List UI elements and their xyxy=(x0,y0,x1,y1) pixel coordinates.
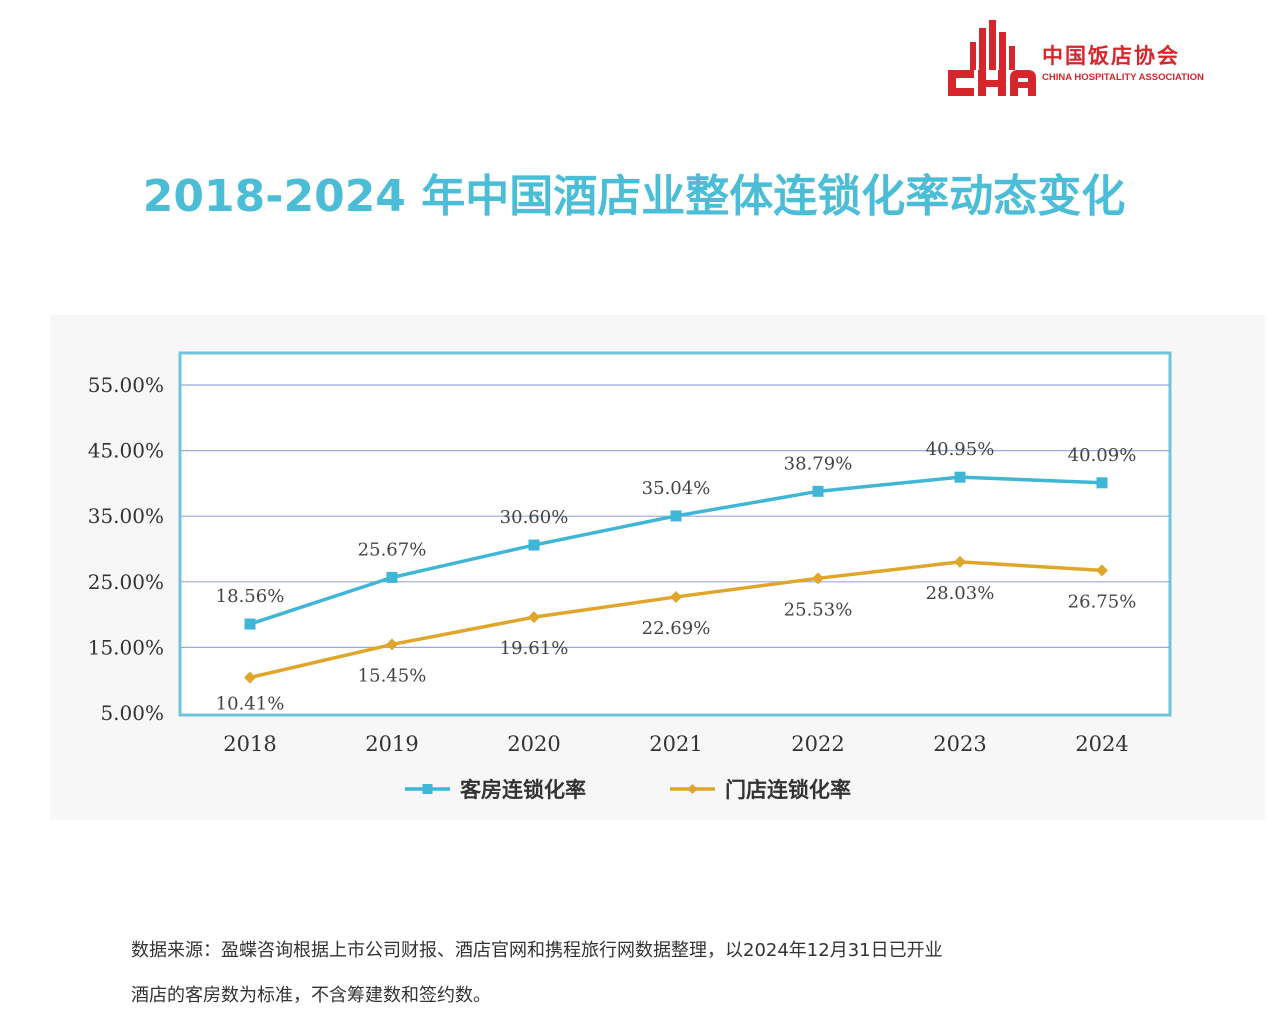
x-tick-label: 2023 xyxy=(933,732,986,756)
source-note-line-1: 数据来源：盈蝶咨询根据上市公司财报、酒店官网和携程旅行网数据整理，以2024年1… xyxy=(131,940,943,961)
y-tick-label: 15.00% xyxy=(88,635,164,659)
logo-english-name: CHINA HOSPITALITY ASSOCIATION xyxy=(1042,72,1204,83)
data-label: 25.53% xyxy=(784,599,853,620)
x-tick-label: 2024 xyxy=(1075,732,1128,756)
data-label: 15.45% xyxy=(358,665,427,686)
x-tick-label: 2021 xyxy=(649,732,702,756)
logo-chinese-name: 中国饭店协会 xyxy=(1042,43,1180,68)
data-point-marker xyxy=(528,611,540,624)
data-label: 18.56% xyxy=(216,586,285,607)
line-chart: 5.00% 15.00% 25.00% 35.00% 45.00% 55.00% 2018 2… xyxy=(50,315,1265,820)
legend-swatch-marker xyxy=(687,784,698,794)
y-tick-label: 5.00% xyxy=(100,701,164,725)
cha-logo-mark-icon xyxy=(948,20,1036,96)
x-tick-label: 2019 xyxy=(365,732,418,756)
data-point-marker xyxy=(386,638,398,651)
y-tick-label: 45.00% xyxy=(88,439,164,463)
data-point-marker xyxy=(954,555,966,568)
association-logo: 中国饭店协会 CHINA HOSPITALITY ASSOCIATION xyxy=(946,12,1236,96)
data-point-marker xyxy=(1096,564,1108,577)
source-note: 数据来源：盈蝶咨询根据上市公司财报、酒店官网和携程旅行网数据整理，以2024年1… xyxy=(131,928,1161,1018)
x-tick-label: 2022 xyxy=(791,732,844,756)
data-label: 38.79% xyxy=(784,453,853,474)
data-label: 26.75% xyxy=(1068,591,1137,612)
legend-label: 门店连锁化率 xyxy=(725,778,851,802)
chart-svg: 5.00% 15.00% 25.00% 35.00% 45.00% 55.00% 2018 2… xyxy=(50,315,1265,820)
data-label: 28.03% xyxy=(926,583,995,604)
data-point-marker xyxy=(386,571,398,583)
x-tick-label: 2018 xyxy=(223,732,276,756)
data-point-marker xyxy=(670,590,682,603)
legend-swatch-marker xyxy=(422,784,433,794)
chart-title: 2018-2024 年中国酒店业整体连锁化率动态变化 xyxy=(142,171,1126,222)
data-point-marker xyxy=(670,510,682,522)
data-point-marker xyxy=(244,618,256,630)
data-point-marker xyxy=(1096,477,1108,489)
data-label: 40.09% xyxy=(1068,445,1137,466)
data-point-marker xyxy=(812,572,824,585)
data-label: 10.41% xyxy=(216,694,285,715)
data-label: 30.60% xyxy=(500,507,569,528)
data-label: 19.61% xyxy=(500,638,569,659)
data-point-marker xyxy=(812,485,824,497)
data-point-marker xyxy=(954,471,966,483)
data-label: 35.04% xyxy=(642,478,711,499)
y-tick-label: 25.00% xyxy=(88,570,164,594)
y-tick-label: 55.00% xyxy=(88,373,164,397)
x-tick-label: 2020 xyxy=(507,732,560,756)
source-note-line-2: 酒店的客房数为标准，不含筹建数和签约数。 xyxy=(131,985,491,1006)
data-point-marker xyxy=(528,539,540,551)
y-tick-label: 35.00% xyxy=(88,504,164,528)
data-label: 25.67% xyxy=(358,539,427,560)
data-point-marker xyxy=(244,671,256,684)
data-label: 40.95% xyxy=(926,439,995,460)
legend-label: 客房连锁化率 xyxy=(460,778,586,802)
data-label: 22.69% xyxy=(642,618,711,639)
